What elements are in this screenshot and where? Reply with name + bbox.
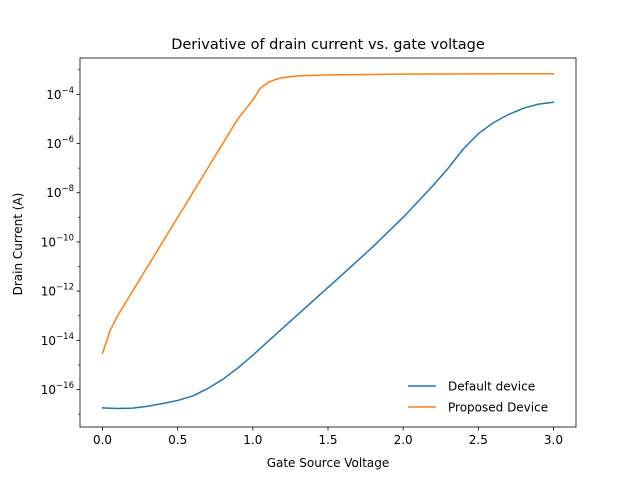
series-line-1 [101, 101, 555, 410]
series-line-2 [101, 72, 555, 355]
x-tick-label: 0.5 [168, 433, 187, 447]
y-tick-label: 10−12 [41, 283, 74, 299]
x-tick-label: 1.0 [243, 433, 262, 447]
y-tick-label: 10−14 [41, 332, 74, 348]
x-axis-title: Gate Source Voltage [267, 456, 390, 470]
y-tick-label: 10−10 [41, 233, 74, 249]
x-tick-label: 2.0 [394, 433, 413, 447]
x-tick-label: 3.0 [544, 433, 563, 447]
y-tick-label: 10−8 [46, 184, 74, 200]
y-axis-title: Drain Current (A) [11, 193, 25, 296]
x-tick-label: 2.5 [469, 433, 488, 447]
chart-title: Derivative of drain current vs. gate vol… [171, 37, 485, 53]
legend-label: Default device [448, 380, 535, 394]
plot-area: 0.0 0.5 1.0 1.5 2.0 2.5 3.0 10−16 10−14 10−12 10−1… [41, 57, 577, 447]
y-tick-label: 10−4 [46, 86, 74, 102]
x-tick-label: 0.0 [93, 433, 112, 447]
x-tick-label: 1.5 [318, 433, 337, 447]
legend-label: Proposed Device [448, 401, 548, 415]
y-tick-label: 10−16 [41, 381, 74, 397]
y-tick-label: 10−6 [46, 135, 74, 151]
